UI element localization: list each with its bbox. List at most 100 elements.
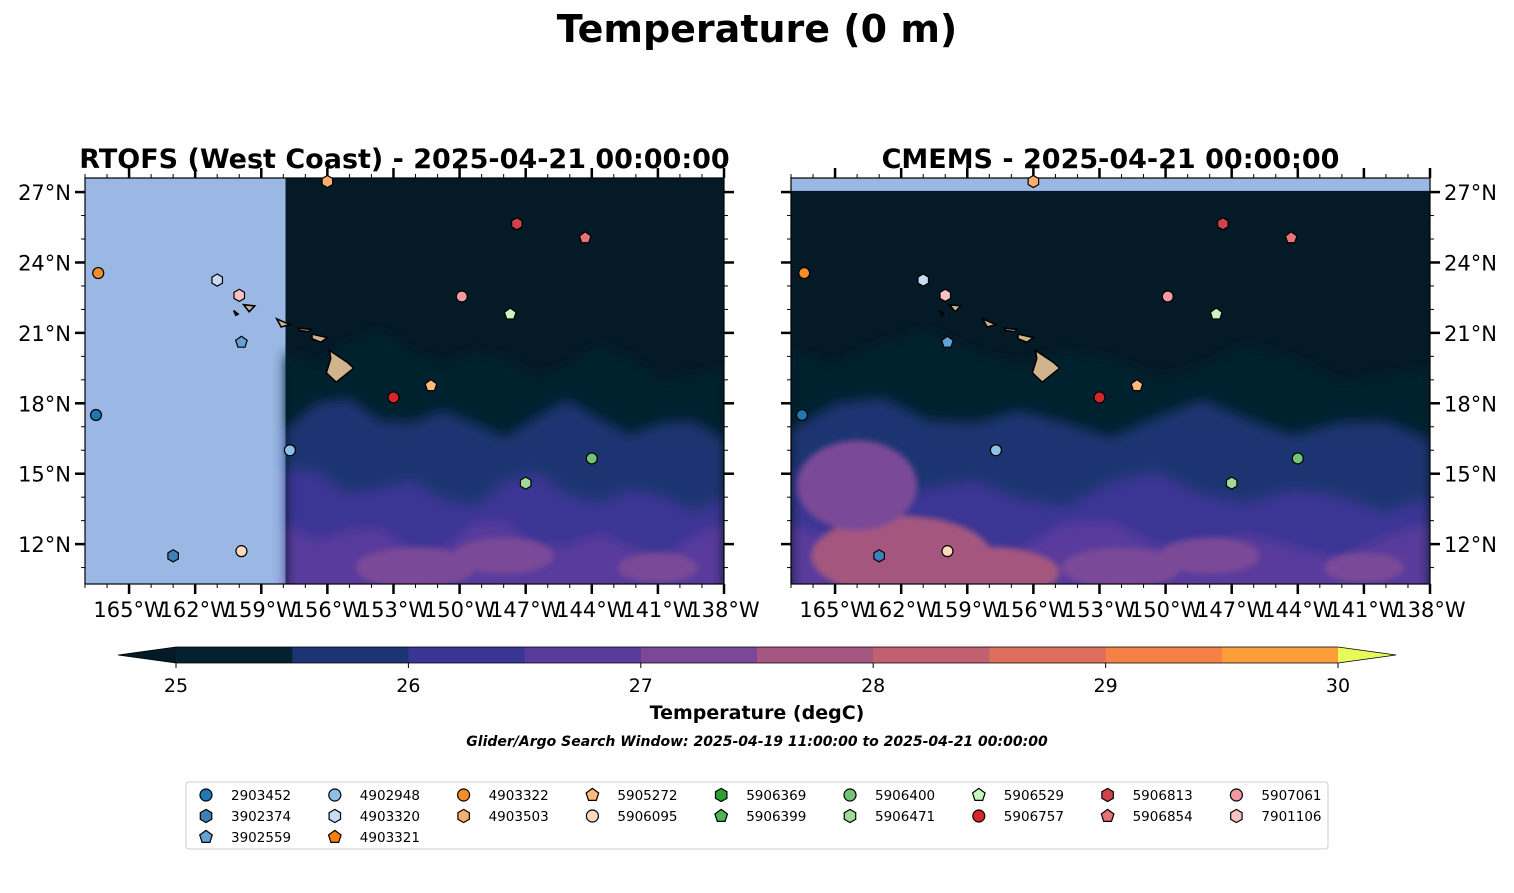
legend-label: 5907061 <box>1261 788 1321 804</box>
x-tick-label: 162°W <box>159 598 231 622</box>
float-marker-5906471 <box>1225 476 1238 490</box>
legend-label: 5906757 <box>1004 809 1064 825</box>
float-marker-5906400 <box>585 452 598 465</box>
islands <box>938 303 1062 384</box>
colorbar-extend-high <box>1338 647 1396 663</box>
legend-label: 4903503 <box>489 809 549 825</box>
float-marker-7901106 <box>939 288 952 303</box>
float-marker-4902948 <box>283 444 297 457</box>
island-1 <box>1031 348 1062 384</box>
legend-marker-5907061 <box>1229 788 1244 802</box>
y-tick-label: 21°N <box>1444 322 1497 346</box>
x-tick-label: 144°W <box>556 598 628 622</box>
legend-label: 5906399 <box>746 809 806 825</box>
map-frame <box>790 177 1431 585</box>
float-marker-5906854 <box>1284 231 1298 244</box>
legend-marker-3902559 <box>199 829 213 843</box>
colorbar-segment <box>292 647 409 663</box>
legend-marker-5906854 <box>1100 808 1115 822</box>
legend-marker-4902948 <box>328 788 342 802</box>
x-tick-label: 147°W <box>1196 598 1268 622</box>
float-marker-4903320 <box>211 273 224 287</box>
panel-title: CMEMS - 2025-04-21 00:00:00 <box>882 144 1340 175</box>
float-marker-4903322 <box>92 266 105 280</box>
sst-patch-5 <box>1159 537 1260 574</box>
x-tick-label: 165°W <box>799 598 871 622</box>
colorbar-segment <box>408 647 526 663</box>
y-tick-label: 24°N <box>1444 251 1497 275</box>
island-2 <box>1017 333 1036 344</box>
search-window-caption: Glider/Argo Search Window: 2025-04-19 11… <box>466 734 1048 750</box>
legend-marker-4903320 <box>328 808 342 824</box>
temperature-field <box>285 178 724 584</box>
x-tick-label: 153°W <box>358 598 430 622</box>
float-marker-5905272 <box>1130 378 1144 392</box>
float-marker-5906757 <box>387 391 400 404</box>
float-marker-5905272 <box>424 378 438 392</box>
x-tick-label: 144°W <box>1262 598 1334 622</box>
legend-marker-4903322 <box>457 788 471 802</box>
x-tick-label: 138°W <box>1394 598 1466 622</box>
x-tick-label: 141°W <box>622 598 694 622</box>
sst-patch-6 <box>1323 552 1404 583</box>
map-panel-2: CMEMS - 2025-04-21 00:00:00165°W162°W159… <box>781 144 1497 622</box>
island-5 <box>241 303 257 314</box>
float-marker-5906095 <box>235 545 248 558</box>
colorbar-tick-label: 30 <box>1326 675 1350 697</box>
legend-marker-5906529 <box>971 787 986 801</box>
legend-marker-5906399 <box>714 808 729 822</box>
colorbar-label: Temperature (degC) <box>650 702 865 724</box>
legend-marker-5905272 <box>585 787 600 801</box>
float-marker-7901106 <box>233 288 246 303</box>
legend-marker-5906095 <box>585 809 600 823</box>
temperature-field <box>791 190 1430 584</box>
float-markers <box>89 174 598 563</box>
legend-label: 5905272 <box>617 788 677 804</box>
float-marker-5907061 <box>455 290 468 303</box>
colorbar-segment <box>176 647 293 663</box>
legend-marker-4903321 <box>327 829 342 843</box>
legend-label: 5906529 <box>1004 788 1064 804</box>
float-marker-5906757 <box>1093 391 1106 404</box>
float-marker-5906854 <box>578 231 592 244</box>
float-marker-4903503 <box>1027 174 1040 189</box>
legend-marker-2903452 <box>199 788 213 802</box>
float-marker-3902374 <box>167 549 179 563</box>
colorbar-segment <box>989 647 1107 663</box>
x-tick-label: 162°W <box>865 598 937 622</box>
float-marker-4902948 <box>989 444 1003 457</box>
x-tick-label: 153°W <box>1064 598 1136 622</box>
sst-patch-5 <box>453 537 554 574</box>
colorbar: 25 26 27 28 29 30 <box>117 646 1397 697</box>
colorbar-segment <box>640 647 758 663</box>
sst-warm-patches <box>797 440 1404 584</box>
colorbar-tick-label: 27 <box>629 675 653 697</box>
x-tick-label: 156°W <box>292 598 364 622</box>
map-area <box>791 178 1430 584</box>
legend-marker-5906471 <box>843 808 857 824</box>
colorbar-tick-label: 29 <box>1094 675 1118 697</box>
float-markers <box>795 174 1304 563</box>
legend-label: 2903452 <box>231 788 291 804</box>
float-marker-5906813 <box>1217 217 1229 231</box>
y-tick-label: 15°N <box>1444 463 1497 487</box>
island-4 <box>274 317 293 328</box>
legend-label: 4902948 <box>360 788 420 804</box>
legend-marker-7901106 <box>1230 808 1243 824</box>
y-tick-label: 12°N <box>1444 533 1497 557</box>
x-tick-label: 150°W <box>1130 598 1202 622</box>
y-tick-label: 18°N <box>1444 392 1497 416</box>
colorbar-tick-label: 26 <box>396 675 420 697</box>
island-3 <box>1003 327 1019 333</box>
legend-marker-3902374 <box>199 808 213 824</box>
y-tick-label: 18°N <box>18 392 71 416</box>
legend-label: 5906400 <box>875 788 935 804</box>
colorbar-segment <box>1221 647 1339 663</box>
x-tick-label: 156°W <box>998 598 1070 622</box>
legend-label: 4903322 <box>489 788 549 804</box>
sst-patch-3 <box>355 547 476 584</box>
float-marker-5906529 <box>503 307 517 320</box>
legend-label: 5906369 <box>746 788 806 804</box>
float-marker-3902559 <box>234 335 248 348</box>
colorbar-segment <box>873 647 990 663</box>
